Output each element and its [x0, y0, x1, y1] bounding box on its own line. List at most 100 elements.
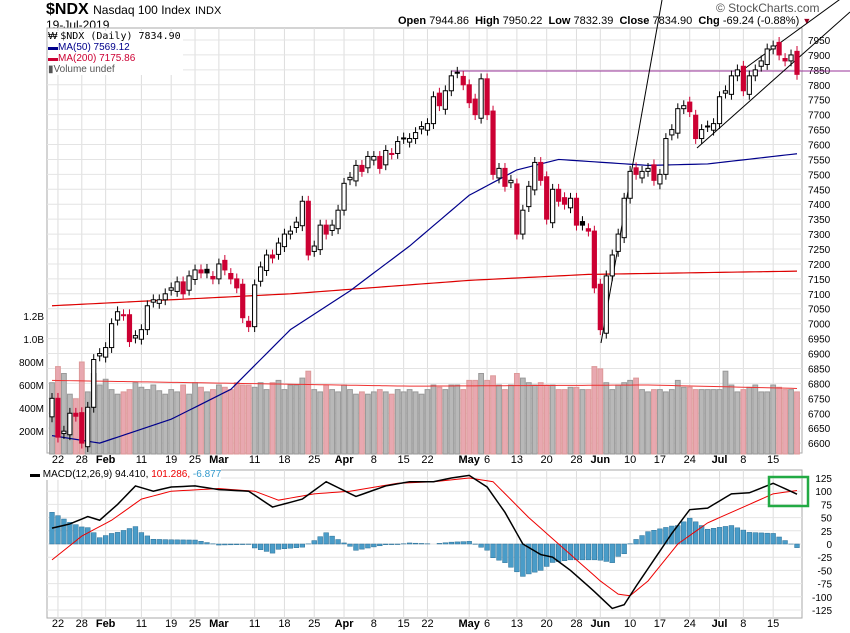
macd-histogram-bar [567, 543, 574, 561]
price-tick-label: 7800 [808, 81, 831, 92]
volume-bar [490, 375, 496, 455]
macd-tick-label: 75 [821, 500, 833, 511]
macd-tick-label: 50 [821, 514, 833, 525]
volume-bar [335, 391, 341, 455]
volume-tick-label: 200M [19, 427, 44, 438]
candle-body [335, 209, 341, 230]
volume-bar [323, 384, 330, 455]
volume-bar [698, 389, 705, 455]
candle-body [550, 188, 556, 224]
x-tick-label: Feb [96, 618, 116, 630]
candle-body [401, 137, 407, 140]
price-tick-label: 7550 [808, 155, 831, 166]
candle-body [263, 254, 270, 272]
x-tick-label: 25 [189, 454, 201, 466]
volume-bar [370, 391, 377, 455]
candle-body [234, 278, 240, 289]
macd-histogram-bar [144, 535, 151, 545]
macd-histogram-bar [216, 543, 222, 546]
volume-bar [359, 391, 365, 455]
volume-bar [782, 389, 788, 455]
candle-body [716, 96, 723, 125]
candle-body [73, 412, 79, 417]
candle-body [85, 406, 91, 448]
volume-bar [692, 389, 699, 455]
macd-histogram-bar [436, 543, 443, 545]
volume-bar [287, 384, 294, 455]
volume-bar [364, 393, 371, 455]
volume-bar [573, 386, 580, 455]
x-tick-label: 19 [165, 618, 177, 630]
candle-body [323, 224, 329, 235]
macd-histogram-bar [770, 533, 776, 545]
volume-bar [603, 382, 610, 455]
candle-body [627, 170, 633, 199]
volume-bar [174, 391, 181, 455]
volume-bar [710, 389, 717, 455]
volume-bar [299, 377, 306, 455]
macd-histogram-bar [102, 535, 109, 545]
candle-body [103, 347, 109, 358]
volume-bar [639, 389, 645, 455]
volume-bar [257, 382, 264, 455]
macd-histogram-bar [764, 532, 770, 545]
candle-body [579, 221, 586, 226]
volume-bar [275, 379, 282, 455]
candle-body [317, 224, 323, 251]
price-tick-label: 7100 [808, 290, 831, 301]
volume-bar [734, 391, 741, 455]
macd-histogram-bar [335, 539, 341, 545]
volume-bar [436, 386, 443, 455]
macd-histogram-bar [353, 543, 359, 551]
x-tick-label: 22 [421, 618, 433, 630]
macd-histogram-bar [466, 541, 472, 545]
x-tick-label: Mar [209, 618, 229, 630]
x-tick-label: Feb [96, 454, 116, 466]
candle-body [389, 152, 395, 155]
macd-tick-label: 125 [815, 474, 832, 485]
macd-histogram-bar [91, 532, 97, 545]
candle-body [168, 287, 174, 291]
macd-histogram-bar [687, 517, 693, 545]
candle-body [293, 221, 299, 229]
price-tick-label: 7350 [808, 215, 831, 226]
candle-body [240, 283, 246, 319]
macd-histogram-bar [97, 537, 103, 545]
candle-body [734, 69, 740, 77]
candle-icon: ₩ [48, 31, 58, 42]
candle-body [383, 149, 389, 166]
volume-bar [329, 389, 336, 455]
price-tick-label: 7000 [808, 320, 831, 331]
volume-tick-label: 600M [19, 381, 44, 392]
macd-histogram-bar [126, 528, 133, 545]
legend-volume: Volume undef [53, 64, 115, 75]
candle-body [174, 281, 180, 292]
legend-ma200: MA(200) 7175.86 [58, 53, 136, 64]
macd-histogram-bar [490, 543, 496, 558]
macd-histogram-bar [561, 543, 568, 561]
candle-body [49, 397, 55, 418]
candle-body [275, 242, 282, 255]
candle-body [109, 323, 115, 349]
price-tick-label: 7650 [808, 126, 831, 137]
x-tick-label: 20 [541, 618, 553, 630]
macd-histogram-bar [412, 542, 419, 545]
candle-body [478, 78, 484, 119]
x-tick-label: 24 [684, 618, 696, 630]
volume-bar [186, 393, 192, 455]
macd-histogram-bar [341, 542, 347, 545]
macd-histogram-bar [156, 539, 162, 545]
x-tick-label: 25 [308, 618, 320, 630]
volume-bar [388, 393, 395, 455]
volume-bar [144, 389, 151, 455]
macd-histogram-bar [645, 531, 651, 545]
macd-histogram-bar [132, 526, 139, 545]
price-tick-label: 6800 [808, 379, 831, 390]
volume-bar [668, 389, 675, 455]
candle-body [728, 75, 735, 95]
macd-histogram-bar [192, 539, 198, 545]
x-tick-label: 8 [371, 618, 377, 630]
x-tick-label: 28 [570, 454, 582, 466]
candle-body [645, 167, 651, 172]
